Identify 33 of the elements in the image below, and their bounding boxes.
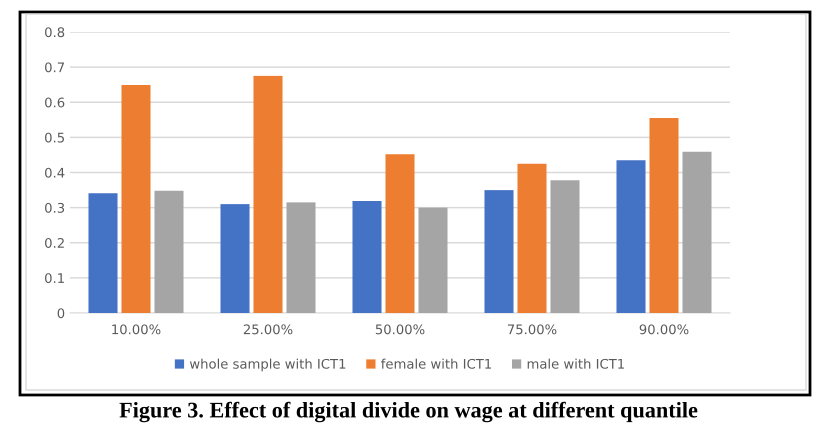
bar [682,152,712,313]
bar [253,76,283,313]
bar [286,202,316,313]
legend-label: male with ICT1 [528,358,624,369]
y-tick-label: 0.6 [45,97,64,108]
y-tick-label: 0.4 [45,168,64,178]
bar [418,208,448,313]
y-tick-label: 0.3 [45,202,64,213]
y-tick-label: 0.8 [45,27,64,38]
bar [649,118,679,313]
x-tick-label: 90.00% [640,324,688,334]
y-tick-label: 0.5 [45,132,64,143]
bar [385,154,415,313]
y-tick-label: 0.1 [45,273,64,284]
bar [154,190,184,313]
bar [484,190,514,313]
legend-label: whole sample with ICT1 [190,358,346,372]
text: Figure 3. Effect of digital divide on wage at different quantile [119,402,698,422]
bar [616,160,646,313]
x-tick-label: 75.00% [508,324,556,334]
bar [550,180,580,313]
bar [88,193,118,313]
legend-label: female with ICT1 [381,358,491,369]
y-tick-label: 0 [58,308,64,318]
x-tick-label: 50.00% [376,324,424,334]
bar [352,200,382,313]
bar [121,85,151,313]
x-tick-label: 25.00% [244,324,292,334]
bar [220,204,250,313]
y-tick-label: 0.7 [45,62,64,72]
x-tick-label: 10.00% [112,324,160,334]
y-tick-label: 0.2 [45,238,64,248]
bar [517,164,547,313]
